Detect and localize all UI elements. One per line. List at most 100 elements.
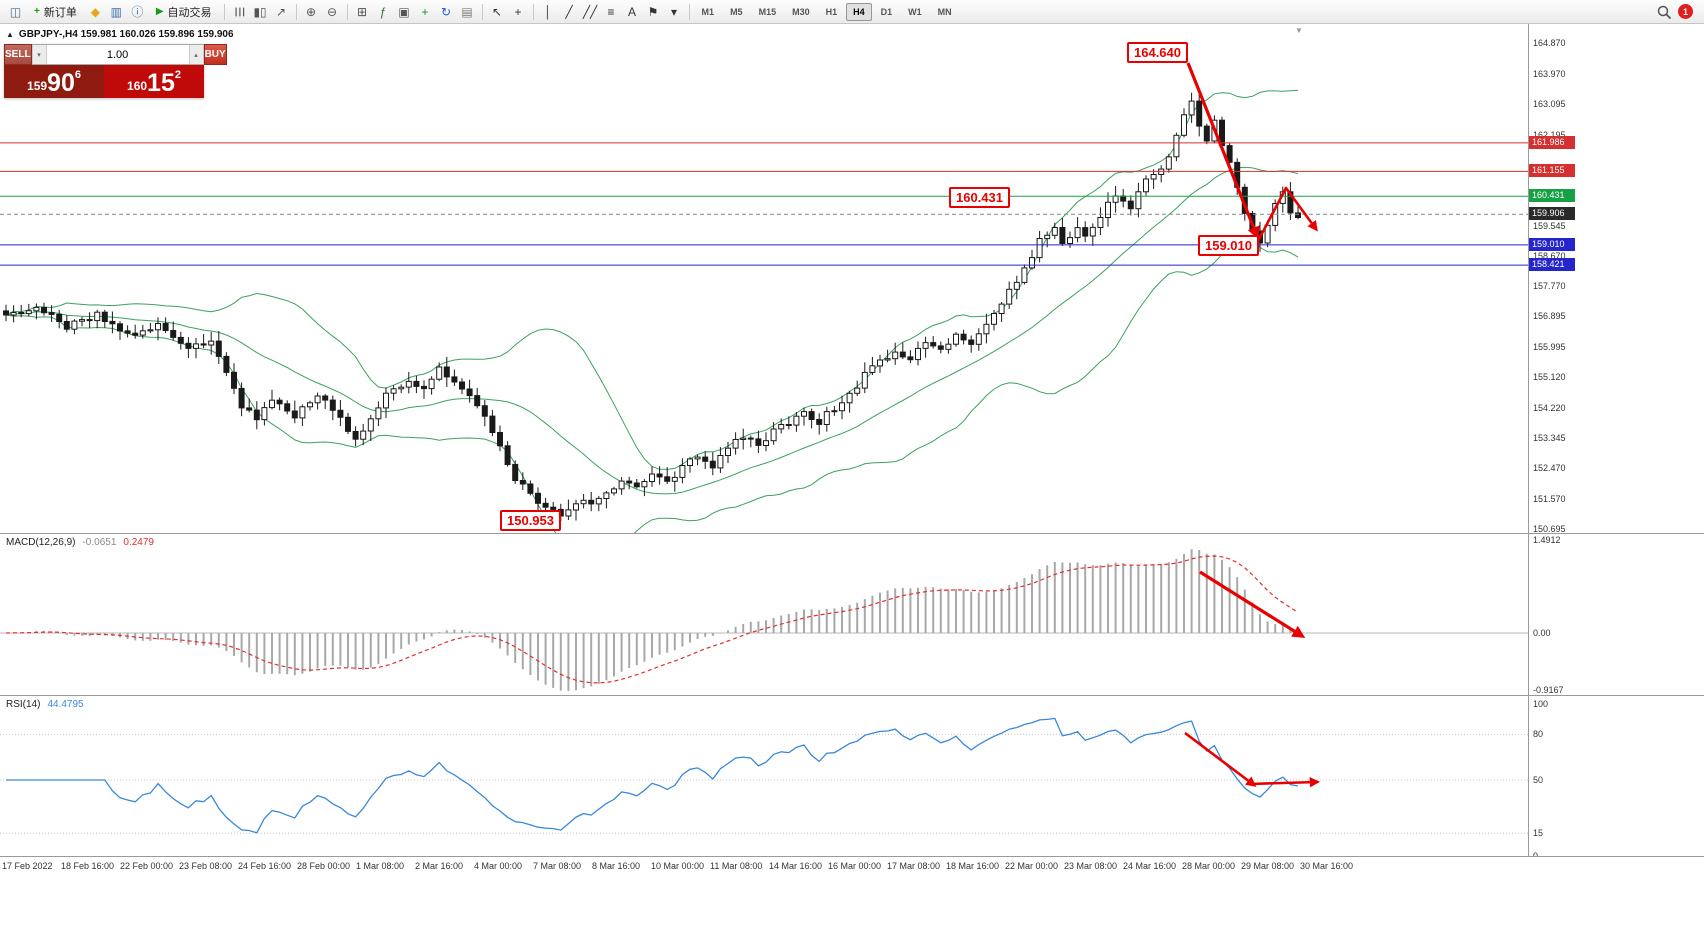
price-callout[interactable]: 150.953: [500, 510, 561, 531]
sell-price-display[interactable]: 159 90 6: [4, 65, 104, 98]
volume-decrease-button[interactable]: ▾: [31, 45, 47, 64]
new-chart-icon[interactable]: ◫: [9, 4, 22, 19]
timeframe-w1[interactable]: W1: [908, 6, 922, 17]
time-axis-label: 17 Mar 08:00: [887, 861, 941, 871]
volume-control: ▾ ▴: [31, 44, 204, 65]
algo-trading-button[interactable]: ▶ 自动交易: [148, 2, 220, 22]
timeframe-m15[interactable]: M15: [758, 6, 777, 17]
time-axis-label: 16 Mar 00:00: [828, 861, 882, 871]
new-order-button-label: 新订单: [43, 6, 77, 19]
price-axis[interactable]: 164.870 163.970 163.095 162.195 159.545 158.6…: [1528, 24, 1704, 876]
zoom-out-icon[interactable]: ⊖: [327, 4, 338, 19]
time-axis-label: 14 Mar 16:00: [769, 861, 823, 871]
timeframe-m30[interactable]: M30: [792, 6, 810, 17]
rsi-panel-canvas[interactable]: [0, 695, 1528, 856]
sell-price-head: 159: [27, 79, 48, 93]
macd-panel-canvas[interactable]: [0, 533, 1528, 695]
axis-label: 163.095: [1533, 99, 1566, 109]
trendline-icon[interactable]: ╱: [565, 4, 573, 19]
rsi-panel-splitter[interactable]: [0, 695, 1704, 696]
sell-button[interactable]: SELL: [4, 44, 32, 65]
axis-label: 164.870: [1533, 38, 1566, 48]
bar-chart-icon[interactable]: ☰: [232, 6, 247, 17]
new-order-button-icon: +: [34, 6, 40, 17]
time-axis-label: 8 Mar 16:00: [592, 861, 641, 871]
price-axis-badge: 158.421: [1529, 258, 1575, 271]
toolbar-separator: [532, 3, 534, 20]
buy-button[interactable]: BUY: [203, 44, 227, 65]
objects-list-icon[interactable]: ▣: [398, 4, 410, 19]
time-axis-label: 4 Mar 00:00: [474, 861, 523, 871]
oct-price-row: 159 90 6 160 15 2: [4, 65, 204, 98]
time-axis-label: 7 Mar 08:00: [533, 861, 582, 871]
price-axis-badge: 159.010: [1529, 238, 1575, 251]
cursor-icon[interactable]: ↖: [492, 4, 503, 19]
algo-trading-button-label: 自动交易: [167, 6, 212, 19]
zoom-in-icon[interactable]: ⊕: [306, 4, 317, 19]
market-watch-icon[interactable]: ▥: [110, 4, 123, 19]
timeframe-h4[interactable]: H4: [846, 2, 872, 21]
axis-label: 100: [1533, 699, 1549, 709]
price-callout[interactable]: 160.431: [949, 187, 1010, 208]
time-axis-label: 30 Mar 16:00: [1300, 861, 1354, 871]
vertical-line-icon[interactable]: │: [544, 4, 552, 19]
screenshot-icon[interactable]: ▤: [461, 4, 473, 19]
one-click-trading-panel: SELL ▾ ▴ BUY 159 90 6 160 15 2: [4, 44, 227, 98]
volume-increase-button[interactable]: ▴: [188, 45, 204, 64]
line-chart-icon[interactable]: ↗: [276, 4, 287, 19]
time-axis-label: 10 Mar 00:00: [651, 861, 705, 871]
refresh-icon[interactable]: ↻: [441, 4, 452, 19]
timeframe-d1[interactable]: D1: [880, 6, 893, 17]
time-axis[interactable]: 17 Feb 2022 18 Feb 16:00 22 Feb 00:00 23 Fe…: [0, 856, 1704, 876]
timeframe-m1[interactable]: M1: [701, 6, 715, 17]
timeframe-toolbar: M1 M5 M15 M30 H1 H4 D1 W1 MN: [694, 0, 960, 24]
axis-label: 163.970: [1533, 69, 1566, 79]
buy-price-display[interactable]: 160 15 2: [104, 65, 204, 98]
notification-badge[interactable]: 1: [1678, 4, 1693, 19]
crosshair-icon[interactable]: +: [514, 4, 522, 19]
oct-top-row: SELL ▾ ▴ BUY: [4, 44, 227, 65]
indicators-icon[interactable]: ƒ: [379, 4, 387, 19]
deposit-icon[interactable]: ◆: [90, 4, 100, 19]
shapes-dropdown-icon[interactable]: ▾: [671, 4, 678, 19]
toolbar-separator: [223, 3, 225, 20]
new-order-button[interactable]: + 新订单: [26, 2, 85, 22]
timeframe-m5[interactable]: M5: [730, 6, 743, 17]
time-axis-label: 23 Mar 08:00: [1064, 861, 1118, 871]
time-axis-label: 2 Mar 16:00: [415, 861, 464, 871]
macd-panel-splitter[interactable]: [0, 533, 1704, 534]
axis-label: 1.4912: [1533, 535, 1561, 545]
time-axis-label: 22 Mar 00:00: [1005, 861, 1059, 871]
axis-label: 159.545: [1533, 221, 1566, 231]
add-indicator-icon[interactable]: +: [421, 4, 429, 19]
fibonacci-icon[interactable]: ≡: [607, 4, 615, 19]
chart-shift-marker-icon[interactable]: ▼: [1295, 26, 1303, 35]
timeframe-h1[interactable]: H1: [825, 6, 838, 17]
macd-value-signal: 0.2479: [123, 537, 154, 548]
axis-label: 154.220: [1533, 403, 1566, 413]
algo-trading-button-icon: ▶: [155, 6, 164, 17]
price-callout[interactable]: 159.010: [1198, 235, 1259, 256]
axis-label: 50: [1533, 775, 1544, 785]
axis-label: 155.995: [1533, 342, 1566, 352]
volume-input[interactable]: [46, 45, 189, 64]
price-axis-badge: 161.155: [1529, 164, 1575, 177]
axis-label: 162.195: [1533, 130, 1566, 140]
text-icon[interactable]: A: [628, 4, 637, 19]
search-icon[interactable]: [1656, 4, 1672, 20]
price-axis-badge: 160.431: [1529, 189, 1575, 202]
info-icon[interactable]: ⓘ: [131, 4, 144, 19]
price-callout[interactable]: 164.640: [1127, 42, 1188, 63]
axis-label: -0.9167: [1533, 685, 1564, 695]
price-axis-badge: 159.906: [1529, 207, 1575, 220]
label-icon[interactable]: ⚑: [647, 4, 659, 19]
axis-label: 156.895: [1533, 311, 1566, 321]
toolbar-separator: [346, 3, 348, 20]
channel-icon[interactable]: ╱╱: [582, 4, 598, 19]
timeframe-mn[interactable]: MN: [937, 6, 952, 17]
tile-windows-icon[interactable]: ⊞: [357, 4, 368, 19]
collapse-panel-icon[interactable]: ▲: [6, 30, 14, 39]
main-chart-canvas[interactable]: [0, 24, 1528, 533]
candlestick-chart-icon[interactable]: ▮▯: [253, 4, 267, 19]
